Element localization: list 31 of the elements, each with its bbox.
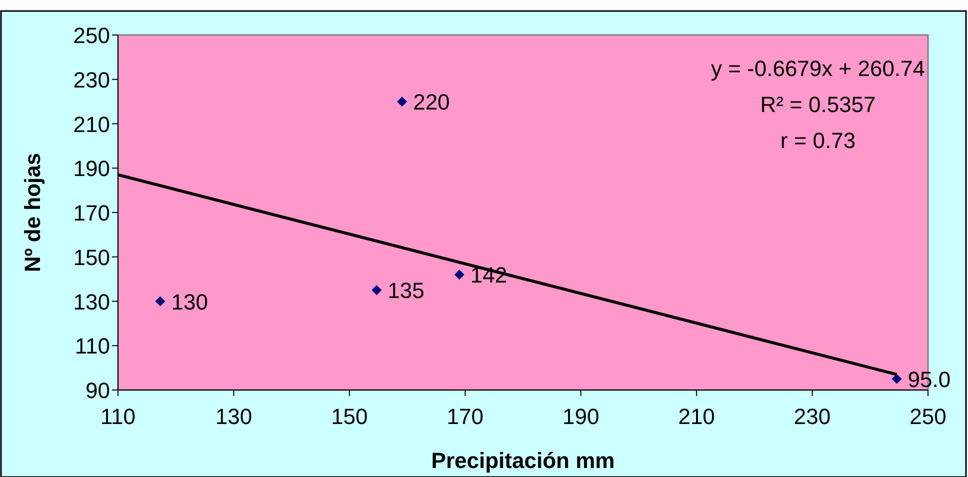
point — [892, 374, 902, 384]
y-tick-label: 130 — [73, 289, 110, 314]
y-tick-label: 250 — [73, 23, 110, 48]
data-label: 220 — [413, 90, 450, 115]
x-tick-label: 210 — [678, 404, 715, 429]
y-tick-label: 210 — [73, 112, 110, 137]
annotation: y = -0.6679x + 260.74 — [710, 56, 926, 81]
data-label: 95.0 — [908, 366, 951, 392]
x-tick-label: 150 — [331, 404, 368, 429]
y-tick-label: 190 — [73, 156, 110, 182]
x-tick-label: 110 — [100, 404, 136, 429]
point — [372, 285, 382, 296]
x-tick-label: 230 — [794, 404, 831, 429]
x-axis-title: Precipitación mm — [431, 448, 615, 473]
x-tick-label: 250 — [910, 404, 946, 429]
y-tick-label: 230 — [73, 67, 110, 92]
x-tick-label: 170 — [446, 404, 484, 429]
y-axis-title: Nº de hojas — [20, 152, 45, 272]
x-tick-label: 130 — [215, 404, 252, 429]
data-label: 135 — [388, 278, 424, 304]
point — [454, 270, 464, 280]
annotation: R² = 0.5357 — [760, 92, 876, 117]
annotation: r = 0.73 — [780, 128, 856, 153]
y-tick-label: 170 — [73, 200, 110, 226]
point — [155, 296, 166, 306]
y-tick-label: 110 — [74, 334, 110, 359]
point — [397, 96, 408, 107]
y-tick-label: 90 — [86, 378, 110, 403]
x-tick-label: 190 — [562, 404, 600, 429]
data-label: 130 — [171, 289, 208, 314]
y-tick-label: 150 — [73, 244, 110, 270]
